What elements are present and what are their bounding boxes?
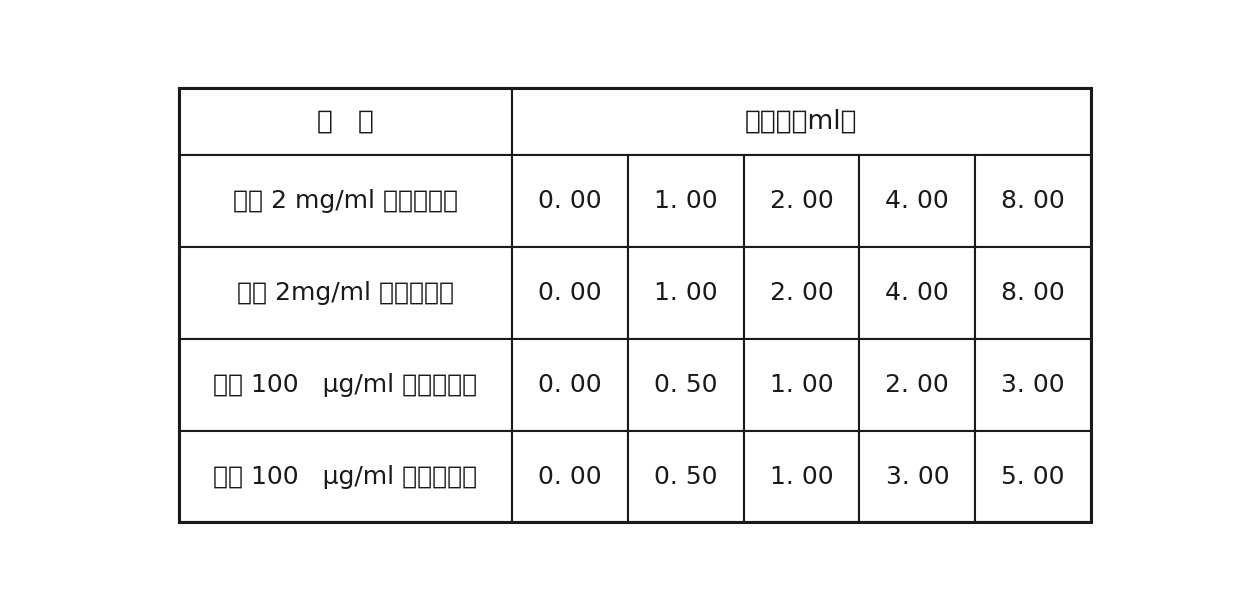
Bar: [512, 155, 628, 247]
Text: 0. 00: 0. 00: [538, 190, 602, 214]
Bar: [512, 247, 628, 339]
Bar: [178, 339, 512, 431]
Bar: [975, 155, 1092, 247]
Bar: [860, 247, 975, 339]
Text: 0. 50: 0. 50: [654, 373, 717, 397]
Bar: [975, 247, 1092, 339]
Text: 8. 00: 8. 00: [1001, 190, 1066, 214]
Bar: [743, 155, 860, 247]
Text: 0. 50: 0. 50: [654, 464, 717, 488]
Text: 4. 00: 4. 00: [886, 190, 949, 214]
Text: 4. 00: 4. 00: [886, 281, 949, 305]
Text: 3. 00: 3. 00: [886, 464, 949, 488]
Text: 加入量（ml）: 加入量（ml）: [745, 109, 857, 135]
Text: 0. 00: 0. 00: [538, 373, 602, 397]
Bar: [178, 88, 512, 155]
Bar: [743, 339, 860, 431]
Text: 5. 00: 5. 00: [1001, 464, 1064, 488]
Text: 浓度 100   μg/ml 硅标准溶液: 浓度 100 μg/ml 硅标准溶液: [213, 464, 477, 488]
Bar: [860, 431, 975, 523]
Bar: [743, 431, 860, 523]
Bar: [512, 339, 628, 431]
Bar: [512, 431, 628, 523]
Text: 2. 00: 2. 00: [886, 373, 949, 397]
Text: 1. 00: 1. 00: [654, 190, 717, 214]
Text: 浓度 2 mg/ml 铝标准溶液: 浓度 2 mg/ml 铝标准溶液: [233, 190, 458, 214]
Bar: [512, 88, 1092, 155]
Bar: [975, 431, 1092, 523]
Bar: [628, 155, 743, 247]
Text: 0. 00: 0. 00: [538, 281, 602, 305]
Bar: [628, 339, 743, 431]
Text: 2. 00: 2. 00: [769, 281, 834, 305]
Bar: [975, 339, 1092, 431]
Bar: [178, 155, 512, 247]
Bar: [743, 247, 860, 339]
Text: 3. 00: 3. 00: [1001, 373, 1066, 397]
Bar: [178, 431, 512, 523]
Text: 2. 00: 2. 00: [769, 190, 834, 214]
Bar: [178, 247, 512, 339]
Bar: [860, 339, 975, 431]
Text: 8. 00: 8. 00: [1001, 281, 1066, 305]
Bar: [628, 247, 743, 339]
Bar: [628, 431, 743, 523]
Text: 1. 00: 1. 00: [769, 373, 834, 397]
Text: 1. 00: 1. 00: [654, 281, 717, 305]
Text: 溶   液: 溶 液: [317, 109, 374, 135]
Text: 浓度 100   μg/ml 铁标准溶液: 浓度 100 μg/ml 铁标准溶液: [213, 373, 477, 397]
Text: 浓度 2mg/ml 锌标准溶液: 浓度 2mg/ml 锌标准溶液: [237, 281, 453, 305]
Text: 0. 00: 0. 00: [538, 464, 602, 488]
Bar: [860, 155, 975, 247]
Text: 1. 00: 1. 00: [769, 464, 834, 488]
